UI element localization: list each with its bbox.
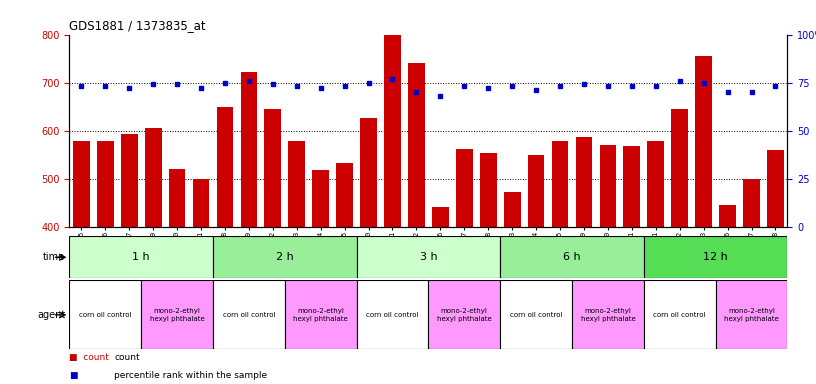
Text: corn oil control: corn oil control (223, 312, 275, 318)
Bar (169, 169, 185, 384)
Bar (357, 236, 500, 278)
Bar (575, 137, 592, 384)
Text: ■: ■ (69, 371, 78, 379)
Text: corn oil control: corn oil control (510, 312, 562, 318)
Bar (313, 170, 329, 384)
Bar (716, 280, 787, 349)
Text: corn oil control: corn oil control (79, 312, 131, 318)
Text: 2 h: 2 h (276, 252, 294, 262)
Bar (357, 280, 428, 349)
Text: mono-2-ethyl
hexyl phthalate: mono-2-ethyl hexyl phthalate (149, 308, 205, 322)
Bar (285, 280, 357, 349)
Text: 1 h: 1 h (132, 252, 150, 262)
Bar (141, 280, 213, 349)
Bar (480, 153, 497, 384)
Bar (528, 155, 544, 384)
Text: 6 h: 6 h (563, 252, 581, 262)
Text: ■  count: ■ count (69, 353, 109, 362)
Bar (644, 280, 716, 349)
Bar (647, 141, 664, 384)
Bar (408, 63, 425, 384)
Bar (288, 141, 305, 384)
Bar (623, 146, 641, 384)
Text: time: time (43, 252, 65, 262)
Text: mono-2-ethyl
hexyl phthalate: mono-2-ethyl hexyl phthalate (724, 308, 779, 322)
Bar (572, 280, 644, 349)
Text: percentile rank within the sample: percentile rank within the sample (114, 371, 268, 379)
Text: 3 h: 3 h (419, 252, 437, 262)
Text: count: count (114, 353, 140, 362)
Bar (241, 72, 257, 384)
Bar (121, 134, 138, 384)
Bar (384, 35, 401, 384)
Text: GDS1881 / 1373835_at: GDS1881 / 1373835_at (69, 19, 206, 32)
Bar (743, 179, 760, 384)
Bar (213, 280, 285, 349)
Text: mono-2-ethyl
hexyl phthalate: mono-2-ethyl hexyl phthalate (437, 308, 492, 322)
Bar (503, 192, 521, 384)
Bar (644, 236, 787, 278)
Text: mono-2-ethyl
hexyl phthalate: mono-2-ethyl hexyl phthalate (580, 308, 636, 322)
Bar (97, 141, 113, 384)
Bar (432, 207, 449, 384)
Bar (552, 141, 569, 384)
Bar (500, 236, 644, 278)
Text: corn oil control: corn oil control (366, 312, 419, 318)
Bar (695, 56, 712, 384)
Text: corn oil control: corn oil control (654, 312, 706, 318)
Bar (193, 179, 210, 384)
Text: mono-2-ethyl
hexyl phthalate: mono-2-ethyl hexyl phthalate (293, 308, 348, 322)
Bar (144, 127, 162, 384)
Bar (672, 109, 688, 384)
Bar (600, 145, 616, 384)
Text: agent: agent (37, 310, 65, 320)
Bar (264, 109, 282, 384)
Bar (456, 149, 472, 384)
Bar (719, 205, 736, 384)
Bar (69, 236, 213, 278)
Bar (428, 280, 500, 349)
Bar (213, 236, 357, 278)
Text: 12 h: 12 h (703, 252, 728, 262)
Bar (336, 163, 353, 384)
Bar (360, 118, 377, 384)
Bar (216, 107, 233, 384)
Bar (767, 150, 784, 384)
Bar (69, 280, 141, 349)
Bar (500, 280, 572, 349)
Bar (73, 141, 90, 384)
